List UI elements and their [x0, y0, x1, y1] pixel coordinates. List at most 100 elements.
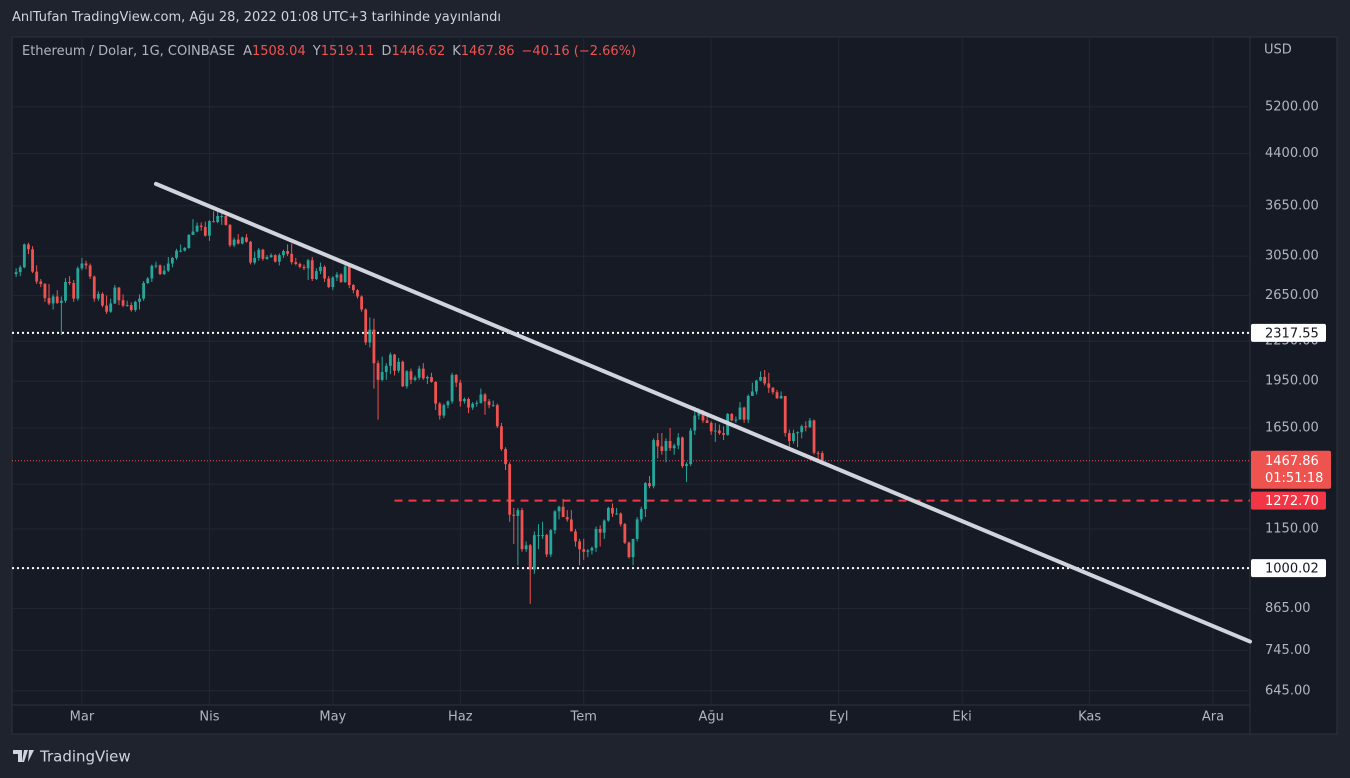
candle-body: [269, 255, 273, 258]
candle-body: [290, 253, 294, 263]
candle-body: [664, 440, 668, 451]
candle-body: [685, 464, 688, 467]
candle-body: [282, 251, 285, 256]
candle-body: [364, 309, 368, 343]
candle-body: [713, 430, 717, 432]
legend-label: A: [243, 44, 252, 59]
candle-body: [129, 305, 133, 311]
price-label: 2317.55: [1265, 326, 1319, 341]
candle-body: [331, 277, 335, 288]
candle-body: [537, 535, 540, 537]
candle-body: [150, 265, 154, 279]
candle-body: [319, 266, 322, 272]
candle-body: [434, 381, 438, 404]
candle-body: [203, 226, 207, 236]
candle-body: [689, 430, 693, 465]
candle-body: [569, 519, 573, 532]
y-tick-label: 4400.00: [1265, 146, 1319, 161]
candle-body: [438, 403, 442, 416]
candle-body: [421, 368, 425, 379]
candle-body: [88, 265, 92, 277]
candle-body: [64, 282, 67, 301]
x-tick-label: Eyl: [829, 710, 849, 725]
candle-body: [92, 276, 96, 299]
legend-label: K: [452, 44, 461, 59]
candle-body: [787, 433, 791, 441]
candle-body: [179, 250, 183, 252]
candle-body: [323, 266, 326, 279]
candle-body: [413, 377, 417, 380]
candle-body: [639, 509, 643, 520]
candle-body: [755, 380, 758, 392]
price-label-box: [1251, 491, 1326, 510]
candle-body: [105, 305, 108, 312]
candle-body: [18, 267, 22, 273]
legend-label: Y: [312, 44, 321, 59]
candle-body: [681, 437, 684, 467]
candle-body: [187, 234, 191, 248]
candle-body: [532, 535, 536, 570]
labels: 645.00745.00865.001000.001150.001350.001…: [70, 99, 1331, 725]
candle-body: [545, 535, 549, 555]
candle-body: [216, 215, 220, 223]
countdown: 01:51:18: [1265, 471, 1323, 486]
candle-body: [376, 363, 380, 380]
candle-body: [72, 283, 76, 299]
candle-body: [125, 305, 129, 307]
x-tick-label: Kas: [1078, 710, 1101, 725]
candle-body: [76, 268, 80, 299]
candle-body: [652, 440, 656, 487]
candle-body: [586, 550, 590, 552]
candle-body: [643, 483, 647, 510]
symbol: Ethereum / Dolar, 1G, COINBASE: [22, 44, 236, 59]
candle-body: [228, 224, 232, 246]
candle-body: [763, 376, 767, 384]
candle-body: [351, 285, 355, 291]
candle-body: [504, 449, 507, 465]
candle-body: [59, 300, 63, 303]
candle-body: [109, 303, 113, 312]
candle-body: [623, 524, 627, 543]
candle-body: [380, 372, 384, 380]
candle-body: [384, 365, 388, 373]
candle-body: [734, 419, 738, 421]
candle-body: [117, 287, 121, 301]
candle-body: [759, 376, 762, 381]
candle-body: [162, 270, 166, 275]
candle-body: [224, 215, 228, 225]
candle-body: [39, 281, 43, 285]
candle-body: [142, 283, 146, 299]
last-price-box: [1251, 450, 1331, 489]
price-label-box: [1251, 559, 1326, 578]
candle-body: [463, 399, 466, 402]
candle-body: [154, 265, 158, 267]
candle-body: [742, 407, 746, 420]
legend-value: 1446.62: [391, 44, 446, 59]
candle-body: [528, 545, 532, 570]
candle-body: [771, 387, 775, 393]
candle-body: [578, 541, 581, 550]
candle-body: [360, 296, 364, 310]
y-tick-label: 1150.00: [1265, 521, 1319, 536]
candle-body: [138, 298, 141, 302]
candle-body: [409, 371, 413, 380]
candle-body: [611, 507, 614, 514]
candle-body: [553, 511, 557, 531]
candle-body: [487, 401, 491, 406]
candle-body: [397, 361, 401, 371]
candle-body: [483, 394, 487, 402]
candle-body: [722, 433, 725, 435]
candle-body: [286, 251, 289, 254]
candle-body: [166, 263, 170, 271]
legend-change: −40.16 (−2.66%): [521, 44, 637, 59]
logo: TradingView: [13, 748, 131, 766]
x-tick-label: Eki: [952, 710, 971, 725]
candle-body: [574, 531, 577, 542]
candle-body: [602, 520, 606, 533]
candle-body: [549, 530, 553, 555]
candle-body: [121, 300, 125, 306]
candle-body: [582, 549, 586, 552]
candle-body: [343, 266, 347, 283]
candle-body: [750, 391, 754, 396]
candle-body: [175, 250, 178, 258]
